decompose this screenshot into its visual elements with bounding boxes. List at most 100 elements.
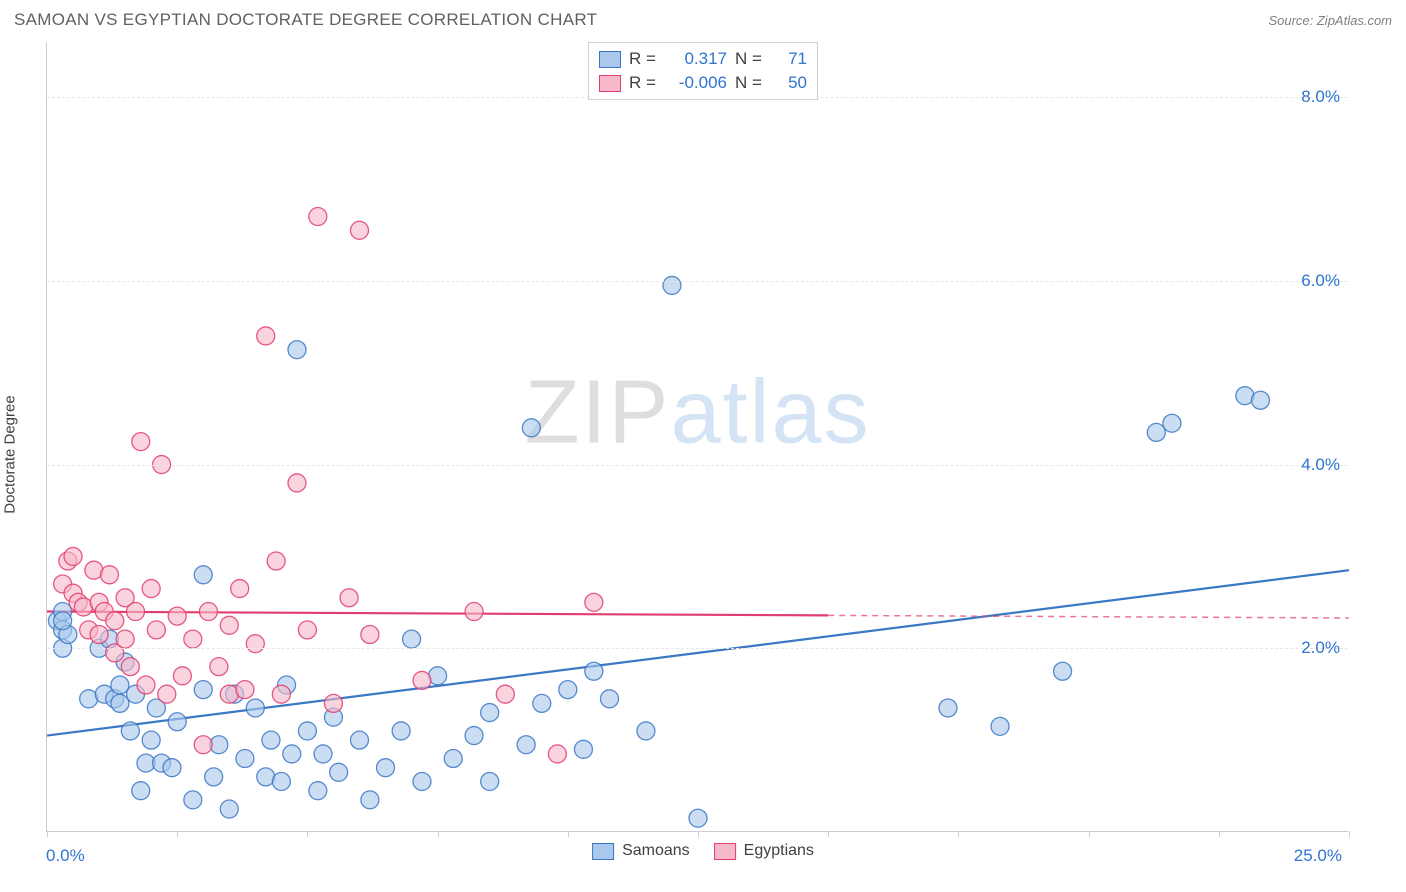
point-samoan (184, 791, 202, 809)
point-egyptian (465, 603, 483, 621)
legend-item-egyptians: Egyptians (714, 842, 814, 860)
point-samoan (330, 763, 348, 781)
point-egyptian (246, 635, 264, 653)
point-egyptian (340, 589, 358, 607)
point-samoan (246, 699, 264, 717)
point-egyptian (210, 658, 228, 676)
point-egyptian (585, 593, 603, 611)
point-samoan (413, 772, 431, 790)
stats-legend: R =0.317N =71R = -0.006 N = 50 (588, 42, 818, 100)
point-egyptian (350, 221, 368, 239)
point-egyptian (298, 621, 316, 639)
point-samoan (522, 419, 540, 437)
point-egyptian (64, 547, 82, 565)
point-samoan (533, 694, 551, 712)
point-egyptian (127, 603, 145, 621)
point-egyptian (168, 607, 186, 625)
point-samoan (194, 566, 212, 584)
point-samoan (350, 731, 368, 749)
point-egyptian (272, 685, 290, 703)
point-samoan (377, 759, 395, 777)
chart-title: SAMOAN VS EGYPTIAN DOCTORATE DEGREE CORR… (14, 10, 597, 30)
point-samoan (481, 772, 499, 790)
x-tick (1349, 831, 1350, 837)
x-axis-max-label: 25.0% (1294, 846, 1342, 866)
point-samoan (272, 772, 290, 790)
x-tick (698, 831, 699, 837)
pink-swatch-icon (714, 843, 736, 860)
point-samoan (600, 690, 618, 708)
point-samoan (465, 727, 483, 745)
point-samoan (262, 731, 280, 749)
plot-area: ZIPatlas 2.0%4.0%6.0%8.0% (46, 42, 1348, 832)
point-samoan (168, 713, 186, 731)
point-egyptian (158, 685, 176, 703)
point-egyptian (324, 694, 342, 712)
point-samoan (585, 662, 603, 680)
scatter-svg (47, 42, 1348, 831)
point-egyptian (142, 580, 160, 598)
point-samoan (559, 681, 577, 699)
point-samoan (236, 750, 254, 768)
point-egyptian (548, 745, 566, 763)
point-samoan (283, 745, 301, 763)
x-tick (47, 831, 48, 837)
n-value: 71 (773, 49, 807, 69)
point-samoan (111, 676, 129, 694)
y-axis-title: Doctorate Degree (2, 395, 19, 513)
y-tick-label: 6.0% (1301, 271, 1340, 291)
point-egyptian (231, 580, 249, 598)
legend-label: Egyptians (744, 842, 814, 860)
x-tick (1089, 831, 1090, 837)
point-egyptian (496, 685, 514, 703)
x-tick (177, 831, 178, 837)
stats-row: R =0.317N =71 (599, 47, 807, 71)
point-samoan (392, 722, 410, 740)
point-samoan (54, 612, 72, 630)
point-egyptian (413, 671, 431, 689)
point-samoan (314, 745, 332, 763)
point-samoan (1251, 391, 1269, 409)
x-axis-min-label: 0.0% (46, 846, 85, 866)
y-tick-label: 2.0% (1301, 638, 1340, 658)
r-label: R = (629, 73, 659, 93)
x-tick (958, 831, 959, 837)
point-egyptian (288, 474, 306, 492)
x-tick (568, 831, 569, 837)
point-samoan (121, 722, 139, 740)
bottom-legend: SamoansEgyptians (592, 842, 814, 860)
point-samoan (689, 809, 707, 827)
point-egyptian (236, 681, 254, 699)
x-tick (307, 831, 308, 837)
point-samoan (142, 731, 160, 749)
point-samoan (194, 681, 212, 699)
point-egyptian (173, 667, 191, 685)
point-egyptian (267, 552, 285, 570)
point-egyptian (257, 327, 275, 345)
point-samoan (220, 800, 238, 818)
point-egyptian (137, 676, 155, 694)
blue-swatch-icon (592, 843, 614, 860)
point-samoan (663, 276, 681, 294)
point-egyptian (147, 621, 165, 639)
point-samoan (444, 750, 462, 768)
n-value: 50 (773, 73, 807, 93)
point-egyptian (220, 616, 238, 634)
r-value: -0.006 (667, 73, 727, 93)
stats-row: R = -0.006 N = 50 (599, 71, 807, 95)
point-samoan (991, 717, 1009, 735)
n-label: N = (735, 73, 765, 93)
point-samoan (481, 704, 499, 722)
point-samoan (939, 699, 957, 717)
point-samoan (298, 722, 316, 740)
point-samoan (574, 740, 592, 758)
point-egyptian (100, 566, 118, 584)
point-samoan (361, 791, 379, 809)
point-egyptian (361, 626, 379, 644)
blue-swatch-icon (599, 51, 621, 68)
y-tick-label: 4.0% (1301, 455, 1340, 475)
gridline-h (47, 465, 1348, 466)
point-samoan (132, 782, 150, 800)
source-attribution: Source: ZipAtlas.com (1268, 13, 1392, 28)
gridline-h (47, 648, 1348, 649)
